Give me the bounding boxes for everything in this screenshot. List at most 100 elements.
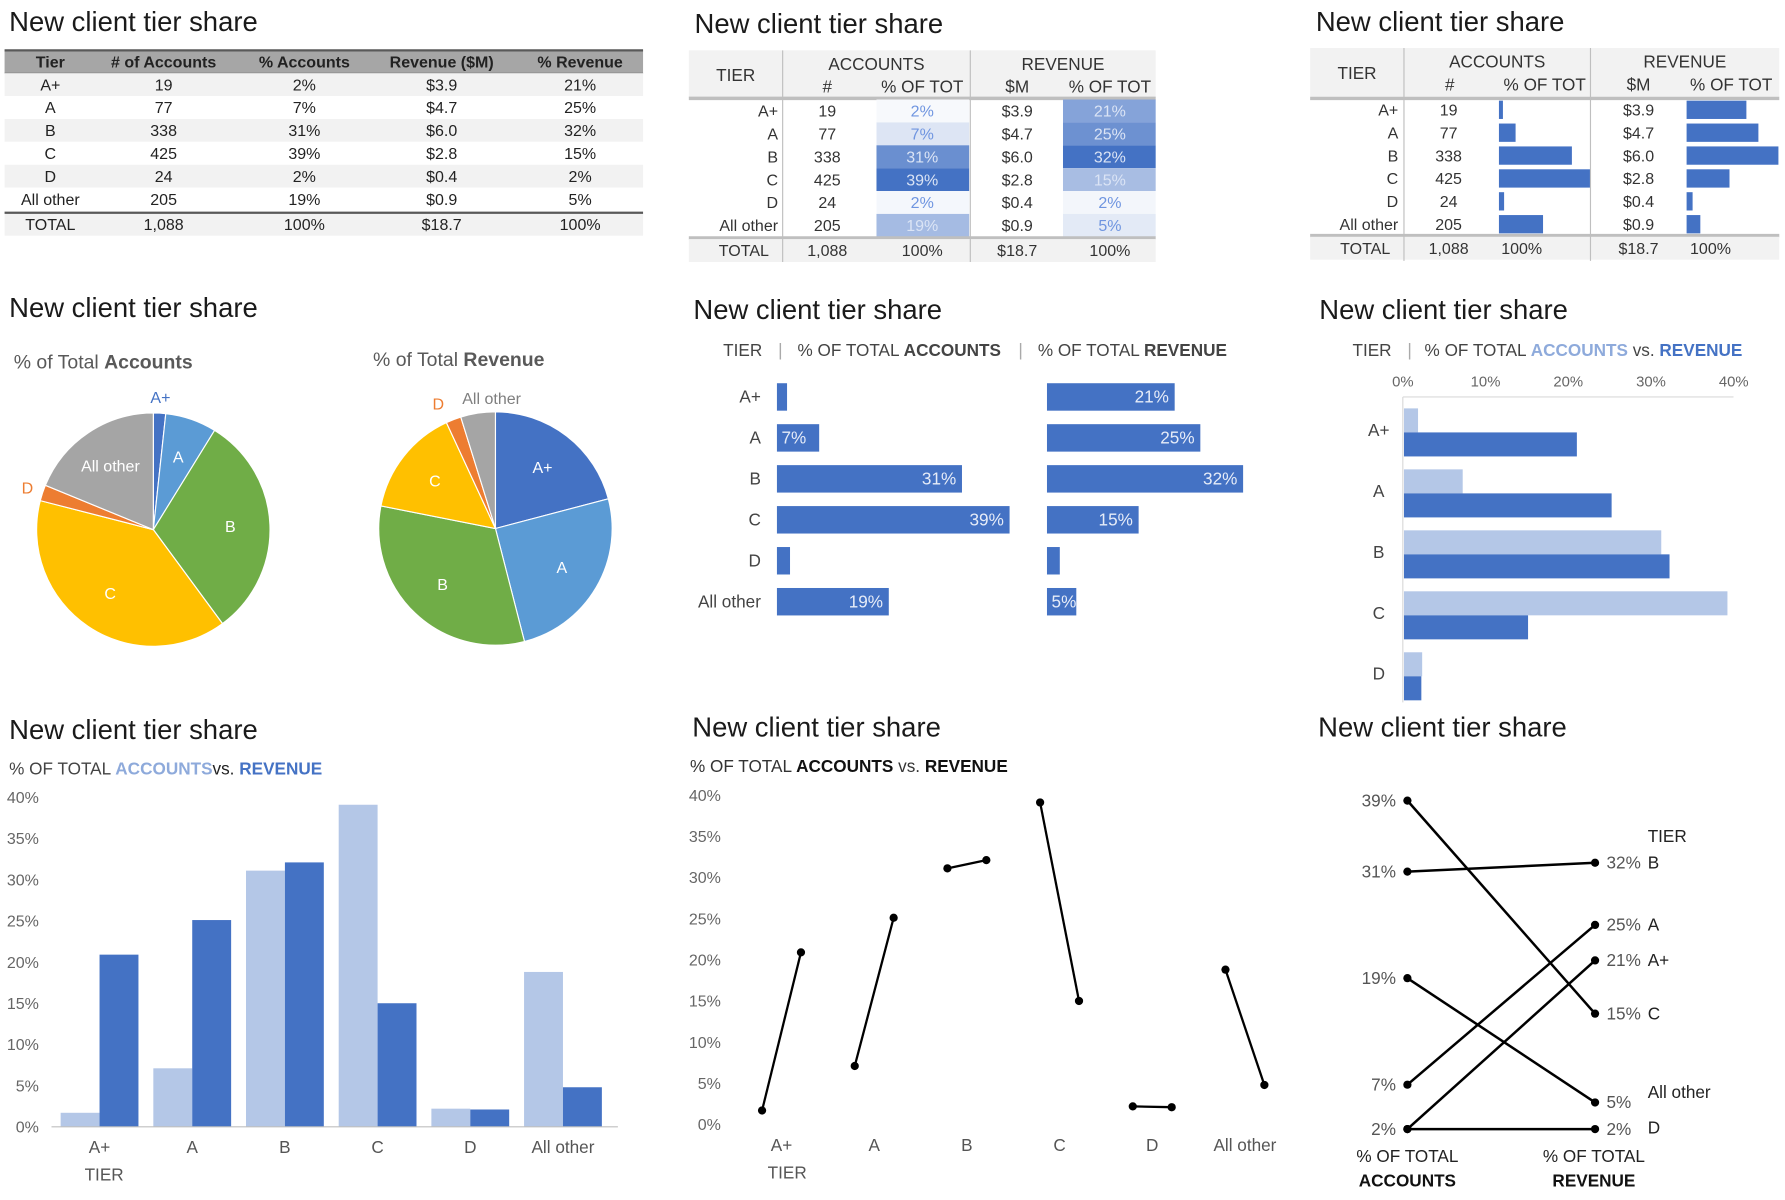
tier-label: All other xyxy=(1340,217,1399,234)
tier-label: C xyxy=(1373,603,1385,623)
chart-title: New client tier share xyxy=(9,714,258,745)
table-cell: 21% xyxy=(1094,104,1126,121)
column-revenue xyxy=(284,862,324,1127)
table-row xyxy=(4,164,644,188)
x-tick-label: A+ xyxy=(771,1135,792,1155)
table-cell: A+ xyxy=(40,77,60,94)
x-tick-label: A xyxy=(868,1135,880,1155)
table-cell: 19 xyxy=(155,77,173,94)
total-cell: 100% xyxy=(1690,241,1731,258)
slope-line xyxy=(1406,977,1596,1104)
column-header: TIER xyxy=(1338,63,1377,83)
table-cell: A xyxy=(45,100,56,117)
bar xyxy=(1046,424,1201,452)
table-cell: 32% xyxy=(564,123,596,140)
data-bar xyxy=(1498,169,1591,188)
dumbbell-line xyxy=(760,952,803,1111)
table-cell: $0.9 xyxy=(426,192,457,209)
data-bar xyxy=(1686,123,1759,142)
dumbbell-line xyxy=(1132,1105,1172,1109)
point-revenue xyxy=(1074,996,1084,1006)
table-cell: 15% xyxy=(564,146,596,163)
column-header: % OF TOT xyxy=(1069,77,1152,97)
pie-label: B xyxy=(437,577,448,594)
point-revenue xyxy=(1590,1098,1600,1107)
separator: | xyxy=(1407,340,1411,360)
column-header: % OF TOTAL REVENUE xyxy=(1038,340,1227,360)
total-cell: 1,088 xyxy=(144,217,184,234)
column-accounts xyxy=(246,870,285,1127)
total-cell: $18.7 xyxy=(422,217,462,234)
x-tick-label: 10% xyxy=(1471,375,1501,391)
table-cell: $4.7 xyxy=(1623,125,1654,142)
axis-label: REVENUE xyxy=(1552,1170,1635,1190)
table-cell: 19% xyxy=(906,218,938,235)
heatmap-cell xyxy=(876,145,970,169)
table-cell: 25% xyxy=(1094,127,1126,144)
column-header: % OF TOT xyxy=(1690,74,1773,94)
tier-label: A xyxy=(1648,915,1660,935)
point-accounts xyxy=(850,1061,859,1071)
table-cell: 425 xyxy=(150,146,177,163)
x-tick-label: C xyxy=(371,1137,383,1157)
pie-slice xyxy=(44,412,154,531)
data-bar xyxy=(1498,192,1505,211)
point-accounts xyxy=(1128,1102,1137,1111)
value-label: 5% xyxy=(1607,1092,1632,1112)
heatmap-cell xyxy=(1062,99,1156,123)
column-header: Tier xyxy=(36,54,65,71)
bar xyxy=(1046,506,1139,534)
heatmap-cell xyxy=(1062,213,1156,237)
axis-label: % OF TOTAL xyxy=(1543,1146,1645,1166)
tier-label: D xyxy=(749,550,761,570)
table-header-background xyxy=(688,50,1156,99)
chart-subtitle: % OF TOTAL ACCOUNTSvs. REVENUE xyxy=(9,758,322,778)
tier-label: D xyxy=(767,195,779,212)
total-cell: 100% xyxy=(1089,243,1130,260)
tier-label: B xyxy=(1388,148,1399,165)
data-label: 39% xyxy=(970,510,1004,530)
data-bar xyxy=(1498,123,1516,142)
table-cell: 25% xyxy=(564,100,596,117)
table-cell: 15% xyxy=(1094,172,1126,189)
slope-line xyxy=(1406,799,1597,1015)
table-cell: 205 xyxy=(150,192,177,209)
point-accounts xyxy=(943,864,952,873)
table-cell: 7% xyxy=(911,127,934,144)
value-label: 15% xyxy=(1607,1003,1641,1023)
pie-label: C xyxy=(429,474,441,491)
x-axis-title: TIER xyxy=(85,1165,124,1185)
table-cell: $2.8 xyxy=(1002,172,1033,189)
point-revenue xyxy=(889,913,898,922)
legend-title: TIER xyxy=(1648,826,1687,846)
total-row xyxy=(688,239,1156,262)
table-cell: 5% xyxy=(569,192,592,209)
pie-slice xyxy=(378,505,526,646)
subtitle-part: % OF TOTAL xyxy=(9,758,115,778)
point-accounts xyxy=(1403,796,1412,805)
heatmap-cell xyxy=(1062,168,1156,192)
heatmap-cell xyxy=(1062,145,1156,169)
data-label: 19% xyxy=(849,591,883,611)
table-cell: $6.0 xyxy=(1002,149,1033,166)
bar xyxy=(776,547,791,575)
column-header: # of Accounts xyxy=(111,54,216,71)
table-cell: 19 xyxy=(1440,103,1458,120)
bar-accounts xyxy=(1403,408,1419,433)
subtitle-part: % OF TOTAL xyxy=(1425,340,1531,360)
point-accounts xyxy=(1221,965,1230,974)
x-tick-label: A+ xyxy=(89,1137,110,1157)
chart-title: New client tier share xyxy=(9,292,258,323)
table-cell: 39% xyxy=(288,146,320,163)
table-cell: 19 xyxy=(818,104,836,121)
subtitle-part: ACCOUNTS xyxy=(115,758,212,778)
tier-label: C xyxy=(749,510,761,530)
table-row xyxy=(4,96,644,119)
column-header: TIER xyxy=(716,65,755,85)
pie-label: All other xyxy=(81,458,140,475)
total-row xyxy=(4,212,644,236)
tier-label: All other xyxy=(719,218,778,235)
y-tick-label: 10% xyxy=(689,1035,721,1052)
data-label: 21% xyxy=(1135,387,1169,407)
table-cell: 2% xyxy=(569,169,592,186)
